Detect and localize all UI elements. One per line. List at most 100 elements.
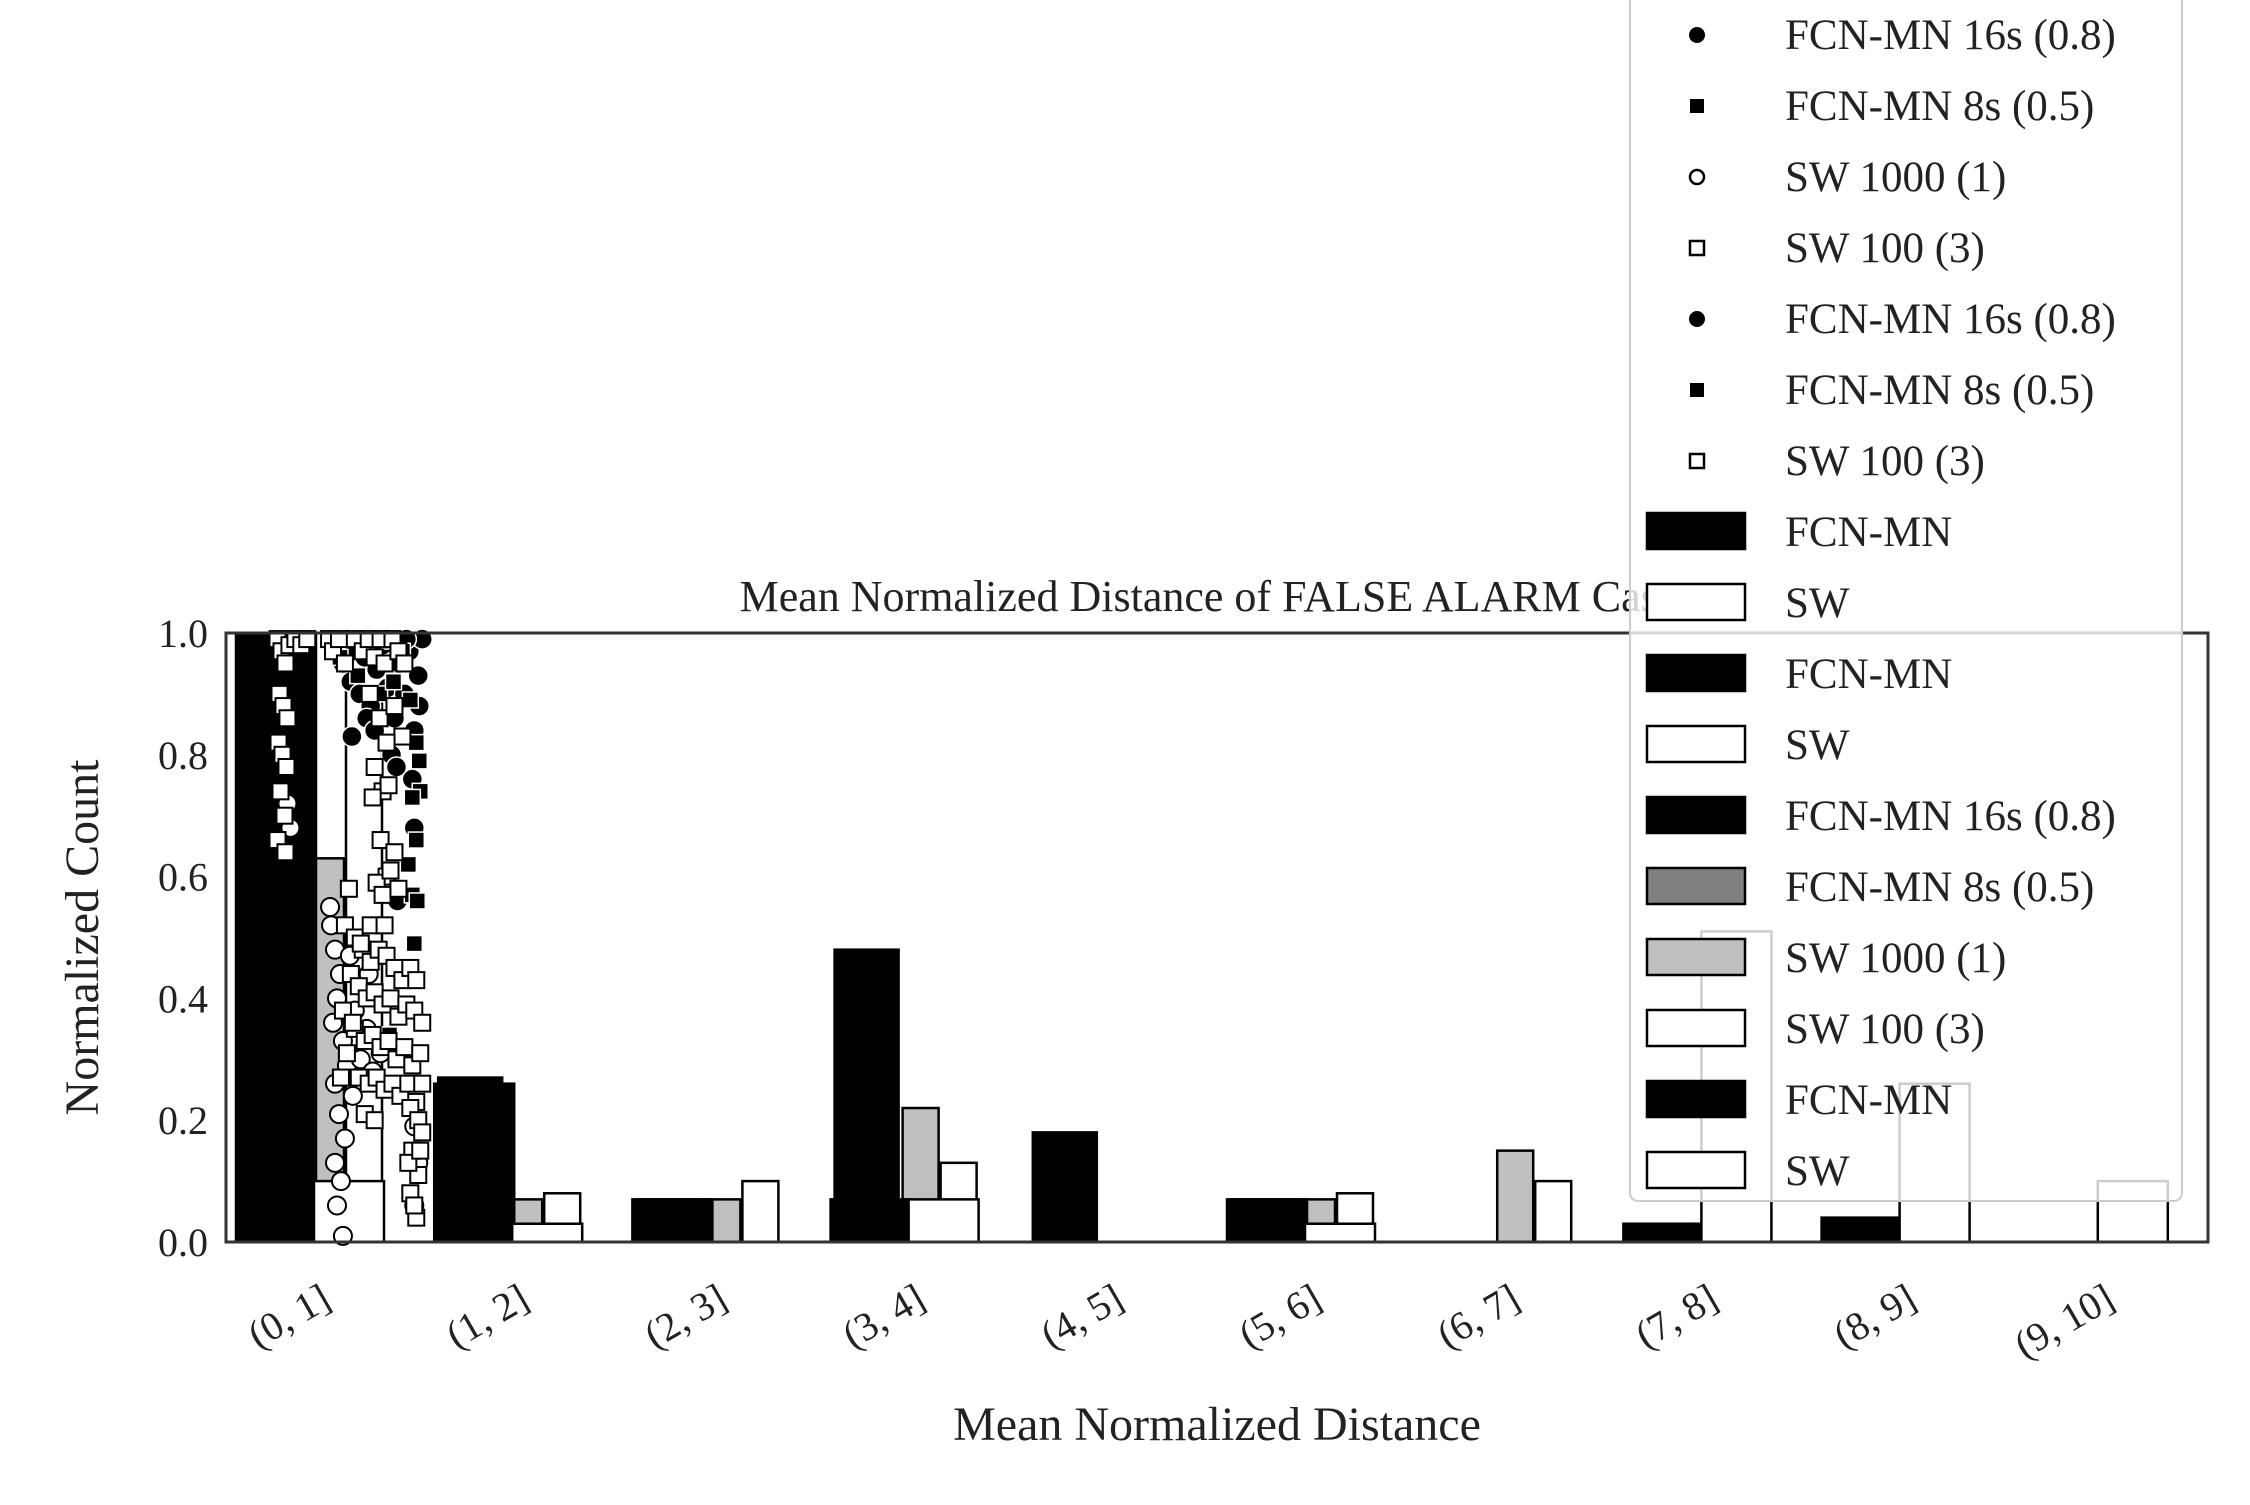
scatter-point-3-6 <box>278 709 297 728</box>
x-tick-label: (0, 1] <box>240 1275 338 1357</box>
legend-swatch <box>1645 582 1747 622</box>
scatter-point-3-101 <box>331 1068 350 1087</box>
legend-label: SW 1000 (1) <box>1785 154 2006 201</box>
bar-5-5 <box>1303 1222 1377 1244</box>
scatter-point-3-103 <box>375 916 394 935</box>
plot-frame <box>224 631 2210 1244</box>
legend-label: SW 100 (3) <box>1785 1006 1985 1053</box>
scatter-point-2-2 <box>320 897 341 918</box>
legend-label: FCN-MN <box>1785 509 1952 556</box>
x-tick-label: (8, 9] <box>1826 1275 1924 1357</box>
x-tick-label: (2, 3] <box>636 1275 734 1357</box>
scatter-point-3-13 <box>276 843 295 862</box>
legend-swatch <box>1645 1079 1747 1119</box>
scatter-point-3-86 <box>365 1111 384 1130</box>
scatter-point-3-39 <box>371 831 390 850</box>
legend-label: SW 100 (3) <box>1785 438 1985 485</box>
scatter-point-3-100 <box>343 1013 362 1032</box>
scatter-point-3-94 <box>405 1196 424 1215</box>
scatter-point-3-35 <box>365 757 384 776</box>
legend-marker <box>1688 239 1706 257</box>
legend-item: SW 100 (3) <box>1688 438 1985 485</box>
legend-item: FCN-MN 8s (0.5) <box>1690 83 2094 130</box>
bar-5-1 <box>510 1222 584 1244</box>
y-tick-label: 0.8 <box>158 733 208 778</box>
legend-item: SW 1000 (1) <box>1688 154 2006 201</box>
scatter-point-3-73 <box>395 1038 414 1057</box>
scatter-point-3-97 <box>351 934 370 953</box>
scatter-point-3-95 <box>411 1141 430 1160</box>
scatter-point-3-30 <box>360 684 379 703</box>
y-tick-label: 0.6 <box>158 855 208 900</box>
x-tick-label: (7, 8] <box>1627 1275 1725 1357</box>
legend-swatch <box>1645 511 1747 551</box>
bar-4-3 <box>829 1198 912 1244</box>
scatter-point-2-12 <box>325 1152 346 1173</box>
scatter-point-3-66 <box>413 1013 432 1032</box>
scatter-point-1-11 <box>408 892 427 910</box>
x-tick-label: (3, 4] <box>835 1275 933 1357</box>
bar-4-2 <box>631 1198 714 1244</box>
x-tick-label: (4, 5] <box>1033 1275 1131 1357</box>
scatter-point-2-13 <box>330 1171 351 1192</box>
scatter-point-3-20 <box>335 654 354 673</box>
legend-label: FCN-MN <box>1785 651 1952 698</box>
scatter-point-3-43 <box>373 885 392 904</box>
bar-5-3 <box>907 1198 980 1244</box>
scatter-point-3-26 <box>375 654 394 673</box>
scatter-point-3-29 <box>395 654 414 673</box>
legend-marker <box>1689 27 1705 43</box>
legend-marker <box>1690 383 1704 397</box>
legend-marker <box>1688 168 1706 186</box>
scatter-point-3-9 <box>277 757 296 776</box>
legend-label: FCN-MN 8s (0.5) <box>1785 83 2094 130</box>
legend-item: FCN-MN 16s (0.8) <box>1689 12 2116 59</box>
legend-label: FCN-MN 16s (0.8) <box>1785 12 2116 59</box>
legend-swatch <box>1645 724 1747 764</box>
scatter-point-3-56 <box>407 971 426 990</box>
legend-swatch <box>1645 1150 1747 1190</box>
scatter-point-1-8 <box>407 831 426 849</box>
legend-label: FCN-MN <box>1785 1077 1952 1124</box>
scatter-point-3-75 <box>411 1044 430 1063</box>
x-tick-label: (6, 7] <box>1429 1275 1527 1357</box>
x-axis-label: Mean Normalized Distance <box>953 1398 1481 1451</box>
scatter-point-1-16 <box>410 752 428 770</box>
scatter-point-2-14 <box>326 1195 347 1216</box>
legend-marker <box>1689 311 1705 327</box>
scatter-point-3-40 <box>385 843 404 862</box>
scatter-point-3-38 <box>363 788 382 807</box>
legend-item: FCN-MN 16s (0.8) <box>1645 793 2116 840</box>
scatter-point-2-10 <box>328 1104 349 1125</box>
legend-item: FCN-MN 8s (0.5) <box>1690 367 2094 414</box>
y-tick-label: 0.4 <box>158 976 208 1021</box>
scatter-point-3-46 <box>339 879 358 898</box>
scatter-point-3-62 <box>381 989 400 1008</box>
legend-item: FCN-MN <box>1645 1077 1952 1124</box>
scatter-point-3-84 <box>413 1074 432 1093</box>
bar-4-7 <box>1622 1222 1705 1244</box>
legend-marker <box>1688 452 1706 470</box>
x-tick-label: (9, 10] <box>2007 1275 2122 1367</box>
scatter-point-3-34 <box>377 733 396 752</box>
legend-item: SW 100 (3) <box>1688 225 1985 272</box>
x-axis-ticks: (0, 1] (1, 2] (2, 3] (3, 4] (4, 5] (5, 6] (6, … <box>240 1275 2121 1367</box>
legend-label: FCN-MN 16s (0.8) <box>1785 793 2116 840</box>
scatter-point-3-11 <box>275 806 294 825</box>
legend-item: FCN-MN <box>1645 509 1952 556</box>
legend-item: FCN-MN 8s (0.5) <box>1645 864 2094 911</box>
scatter-point-3-16 <box>298 630 317 649</box>
scatter-point-3-99 <box>337 1044 356 1063</box>
scatter-point-3-71 <box>379 1032 398 1051</box>
legend-item: SW 100 (3) <box>1645 1006 1985 1053</box>
legend-swatch <box>1645 795 1747 835</box>
legend-item: SW <box>1645 1148 1850 1195</box>
bar-4-1 <box>432 1082 516 1244</box>
bar-0-4 <box>1031 1131 1099 1244</box>
scatter-point-3-33 <box>393 727 412 746</box>
scatter-point-2-26 <box>342 1085 363 1106</box>
legend-label: SW 1000 (1) <box>1785 935 2006 982</box>
scatter-point-2-15 <box>332 1225 353 1246</box>
